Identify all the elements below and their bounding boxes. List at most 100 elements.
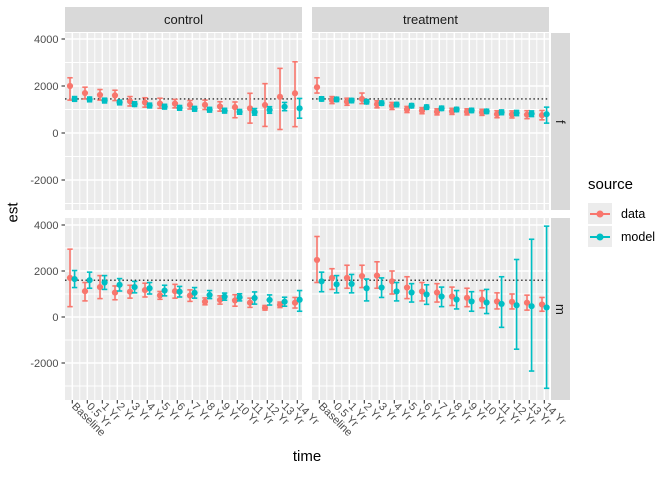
data-point-model — [176, 104, 183, 111]
data-point-data — [403, 106, 411, 113]
data-point-model — [408, 102, 415, 109]
data-point-data — [328, 274, 336, 281]
data-point-data — [96, 91, 104, 99]
y-axis-tick-label: 4000 — [34, 34, 58, 46]
data-point-model — [543, 111, 550, 118]
data-point-model — [266, 106, 273, 114]
data-point-data — [388, 278, 396, 285]
data-point-data — [216, 103, 224, 110]
data-point-model — [146, 102, 153, 109]
data-point-model — [206, 106, 213, 113]
data-point-data — [313, 256, 321, 264]
data-point-data — [523, 299, 531, 306]
data-point-data — [201, 298, 209, 305]
data-point-model — [363, 98, 370, 105]
legend: source data model — [588, 176, 655, 249]
data-point-data — [276, 301, 284, 308]
data-point-data — [523, 111, 531, 118]
data-point-data — [111, 289, 119, 296]
legend-label-data: data — [621, 206, 646, 221]
data-point-data — [343, 274, 351, 281]
data-point-data — [291, 299, 299, 306]
y-axis-tick-label: 2000 — [34, 81, 58, 93]
data-point-data — [373, 272, 381, 279]
data-point-data — [403, 284, 411, 291]
data-point-model — [221, 293, 228, 300]
data-point-model — [318, 278, 325, 285]
data-point-model — [483, 299, 490, 306]
y-axis-tick-label: -2000 — [30, 358, 58, 370]
data-point-model — [333, 96, 340, 103]
data-point-model — [191, 289, 198, 296]
data-point-model — [251, 108, 258, 116]
y-axis-title: est — [4, 202, 22, 223]
data-point-model — [146, 285, 153, 292]
data-point-data — [508, 298, 516, 305]
data-point-model — [453, 106, 460, 113]
legend-key-model — [588, 226, 612, 247]
data-point-model — [131, 100, 138, 108]
data-point-model — [423, 291, 430, 298]
facet-strip-f: f — [551, 33, 570, 210]
data-point-model — [378, 284, 385, 291]
data-point-model — [498, 109, 505, 116]
legend-item-model: model — [588, 226, 655, 247]
data-point-model — [528, 110, 535, 117]
data-point-data — [433, 108, 441, 115]
data-point-data — [96, 284, 104, 291]
panel-background — [65, 33, 302, 210]
data-point-data — [186, 101, 194, 108]
data-point-model — [378, 100, 385, 107]
data-point-data — [216, 296, 224, 304]
data-point-data — [171, 100, 179, 107]
y-axis-tick-label: 2000 — [34, 266, 58, 278]
data-point-data — [313, 84, 321, 91]
data-point-data — [186, 292, 194, 299]
data-point-model — [71, 95, 78, 103]
data-point-data — [66, 82, 74, 90]
data-point-data — [201, 101, 209, 108]
data-point-model — [393, 101, 400, 108]
data-point-model — [453, 296, 460, 303]
data-point-data — [81, 89, 89, 97]
data-point-model — [393, 288, 400, 295]
data-point-data — [171, 288, 179, 295]
data-point-data — [246, 105, 254, 112]
data-point-model — [363, 285, 370, 292]
data-point-model — [266, 296, 273, 304]
legend-label-model: model — [621, 229, 656, 244]
data-point-model — [161, 103, 168, 110]
data-point-model — [468, 298, 475, 305]
facet-strip-treatment-label: treatment — [403, 12, 458, 27]
panel-background — [312, 33, 549, 210]
data-point-model — [423, 104, 430, 111]
data-point-data — [448, 293, 456, 300]
data-point-data — [141, 99, 149, 106]
legend-key-data — [588, 203, 612, 224]
data-point-model — [528, 303, 535, 310]
data-point-model — [543, 304, 550, 311]
data-point-model — [86, 277, 93, 284]
data-point-model — [498, 300, 505, 307]
y-axis-tick-label: -2000 — [30, 175, 58, 187]
data-point-model — [116, 281, 123, 288]
data-point-data — [111, 92, 119, 99]
facet-strip-control: control — [65, 7, 302, 32]
facet-strip-treatment: treatment — [312, 7, 549, 32]
legend-title: source — [588, 176, 634, 193]
data-point-data — [433, 289, 441, 296]
data-point-model — [236, 108, 243, 115]
data-point-data — [126, 288, 134, 295]
y-axis-tick-label: 0 — [52, 312, 58, 324]
data-point-model — [101, 279, 108, 286]
data-point-data — [478, 109, 486, 116]
data-point-model — [71, 275, 78, 283]
data-point-model — [296, 105, 303, 112]
data-point-model — [101, 97, 108, 104]
y-axis-tick-label: 4000 — [34, 220, 58, 232]
data-point-model — [116, 99, 123, 106]
data-point-data — [261, 101, 269, 109]
data-point-model — [191, 105, 198, 112]
data-point-data — [538, 301, 546, 308]
data-point-model — [513, 302, 520, 309]
